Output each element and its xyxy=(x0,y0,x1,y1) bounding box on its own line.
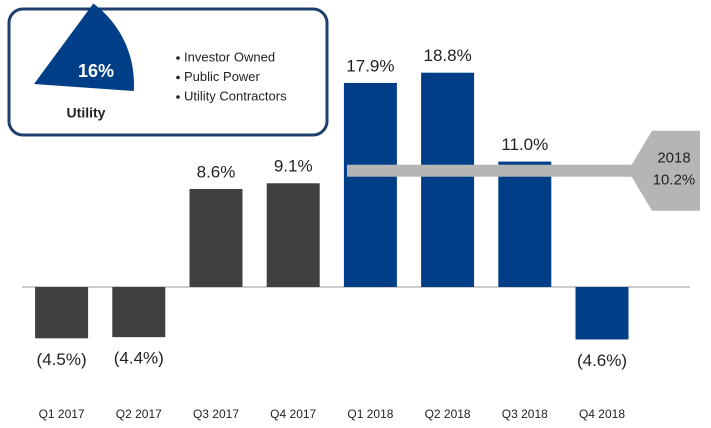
x-tick-label: Q1 2017 xyxy=(39,407,85,421)
inset-name: Utility xyxy=(67,105,106,121)
bar xyxy=(421,72,475,288)
bar xyxy=(112,287,166,338)
value-label: 17.9% xyxy=(346,56,394,75)
x-tick-label: Q4 2017 xyxy=(270,407,316,421)
share-label: 16% xyxy=(78,61,114,81)
reference-name: 2018 xyxy=(657,150,690,167)
bar xyxy=(189,188,243,287)
bar xyxy=(498,161,552,287)
x-tick-label: Q1 2018 xyxy=(347,407,393,421)
value-label: 9.1% xyxy=(274,157,313,176)
share-wedge xyxy=(34,3,135,91)
bullet xyxy=(176,95,180,99)
inset-item: Public Power xyxy=(184,69,261,84)
x-tick-label: Q2 2017 xyxy=(116,407,162,421)
bar xyxy=(35,287,89,339)
value-label: (4.6%) xyxy=(577,351,627,370)
reference-tag xyxy=(628,130,700,211)
bar xyxy=(266,183,320,287)
value-label: 11.0% xyxy=(501,135,548,154)
value-label: (4.4%) xyxy=(114,349,164,368)
inset-item: Utility Contractors xyxy=(184,88,287,103)
x-tick-label: Q4 2018 xyxy=(579,407,625,421)
value-label: (4.5%) xyxy=(37,350,87,369)
bullet xyxy=(176,56,180,60)
reference-label: 10.2% xyxy=(653,172,696,189)
inset-item: Investor Owned xyxy=(184,49,275,64)
bullet xyxy=(176,75,180,80)
bar xyxy=(343,82,397,287)
x-tick-label: Q3 2017 xyxy=(193,407,239,421)
x-tick-label: Q3 2018 xyxy=(502,407,548,421)
x-tick-label: Q2 2018 xyxy=(425,407,471,421)
bar xyxy=(575,287,629,340)
value-label: 18.8% xyxy=(423,46,471,65)
reference-line xyxy=(347,164,637,177)
value-label: 8.6% xyxy=(197,162,236,181)
